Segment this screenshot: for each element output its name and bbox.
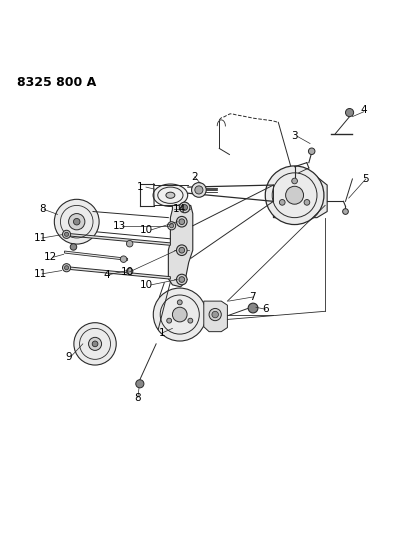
Circle shape — [62, 264, 70, 272]
Circle shape — [126, 268, 133, 274]
Circle shape — [178, 277, 184, 282]
Circle shape — [73, 219, 80, 225]
Polygon shape — [158, 297, 202, 334]
Circle shape — [209, 309, 221, 321]
Circle shape — [153, 288, 206, 341]
Circle shape — [342, 209, 348, 214]
Text: 9: 9 — [65, 352, 72, 362]
Polygon shape — [64, 266, 170, 279]
Circle shape — [179, 202, 189, 213]
Circle shape — [92, 341, 98, 347]
Circle shape — [247, 303, 257, 313]
Text: 1: 1 — [136, 182, 143, 192]
Circle shape — [345, 109, 353, 117]
Circle shape — [120, 256, 126, 262]
Text: 12: 12 — [43, 252, 57, 262]
Circle shape — [178, 219, 184, 224]
Text: 8325 800 A: 8325 800 A — [17, 76, 96, 89]
Circle shape — [64, 265, 68, 270]
Circle shape — [169, 224, 173, 228]
Text: 11: 11 — [34, 233, 47, 243]
Circle shape — [194, 186, 202, 194]
Circle shape — [126, 240, 133, 247]
Ellipse shape — [166, 192, 175, 198]
Circle shape — [285, 186, 303, 204]
Circle shape — [211, 311, 218, 318]
Circle shape — [308, 148, 314, 155]
Text: 10: 10 — [139, 280, 152, 290]
Text: 4: 4 — [103, 270, 110, 280]
Circle shape — [166, 318, 171, 323]
Text: 6: 6 — [261, 304, 268, 314]
Circle shape — [68, 214, 85, 230]
Circle shape — [62, 230, 70, 238]
Circle shape — [135, 379, 144, 388]
Text: 8: 8 — [39, 205, 45, 214]
Circle shape — [291, 178, 297, 184]
Polygon shape — [64, 233, 170, 245]
Text: 5: 5 — [362, 174, 368, 184]
Circle shape — [74, 322, 116, 365]
Circle shape — [70, 244, 76, 250]
Ellipse shape — [153, 184, 187, 206]
Circle shape — [172, 307, 187, 322]
Circle shape — [167, 222, 175, 230]
Circle shape — [176, 216, 187, 227]
Text: 3: 3 — [290, 131, 297, 141]
Polygon shape — [168, 205, 192, 287]
Circle shape — [177, 300, 182, 305]
Circle shape — [64, 232, 68, 236]
Circle shape — [176, 245, 187, 255]
Circle shape — [187, 318, 192, 323]
Circle shape — [54, 199, 99, 244]
Text: 7: 7 — [249, 292, 255, 302]
Text: 13: 13 — [112, 221, 126, 231]
Text: 10: 10 — [139, 225, 152, 235]
Circle shape — [265, 166, 323, 224]
Text: 11: 11 — [34, 269, 47, 279]
Text: 10: 10 — [121, 267, 134, 277]
Circle shape — [191, 183, 206, 197]
Circle shape — [181, 205, 187, 211]
Polygon shape — [64, 251, 127, 261]
Polygon shape — [273, 177, 326, 217]
Circle shape — [279, 199, 284, 205]
Circle shape — [178, 247, 184, 253]
Text: 2: 2 — [191, 172, 198, 182]
Text: 14: 14 — [172, 205, 186, 214]
Circle shape — [88, 337, 101, 350]
Text: 4: 4 — [360, 104, 366, 115]
Circle shape — [303, 199, 309, 205]
Circle shape — [176, 274, 187, 285]
Text: 8: 8 — [134, 393, 141, 402]
Text: 1: 1 — [159, 328, 165, 338]
Polygon shape — [203, 301, 227, 332]
